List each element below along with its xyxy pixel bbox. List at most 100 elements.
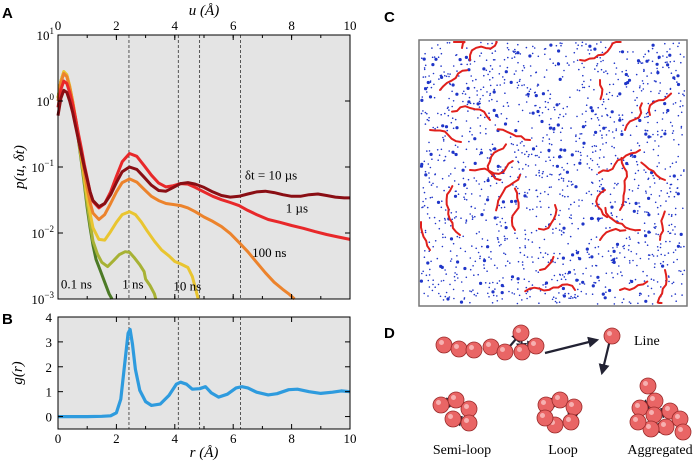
particle-dot bbox=[429, 81, 432, 83]
particle-dot bbox=[479, 98, 482, 100]
particle-dot bbox=[558, 77, 562, 81]
particle-dot bbox=[553, 126, 556, 129]
particle-dot bbox=[420, 162, 424, 166]
particle-dot bbox=[451, 83, 455, 87]
particle-dot bbox=[609, 201, 612, 204]
particle-dot bbox=[641, 62, 644, 64]
particle-dot bbox=[560, 44, 562, 47]
particle-dot bbox=[628, 189, 631, 191]
particle-dot bbox=[583, 283, 586, 285]
particle-dot bbox=[573, 269, 575, 271]
particle-chain bbox=[647, 92, 673, 116]
particle-dot bbox=[664, 129, 667, 132]
particle-dot bbox=[616, 184, 618, 186]
particle-dot bbox=[423, 160, 426, 163]
particle-dot bbox=[482, 259, 487, 263]
particle-dot bbox=[424, 229, 427, 232]
particle-dot bbox=[651, 60, 654, 63]
particle-dot bbox=[483, 180, 486, 183]
particle-dot bbox=[556, 279, 559, 282]
panel-letter-b: B bbox=[2, 311, 13, 328]
panel-b-y-label: g(r) bbox=[10, 361, 26, 384]
particle-dot bbox=[466, 187, 468, 190]
particle-dot bbox=[517, 149, 520, 151]
particle-dot bbox=[532, 45, 534, 48]
particle-dot bbox=[533, 47, 536, 49]
particle-dot bbox=[645, 112, 648, 115]
particle-dot bbox=[585, 43, 587, 45]
particle-dot bbox=[574, 273, 576, 275]
particle-dot bbox=[539, 200, 541, 203]
bead bbox=[629, 413, 647, 431]
particle-dot bbox=[606, 114, 609, 117]
particle-dot bbox=[457, 277, 459, 279]
particle-dot bbox=[501, 217, 504, 220]
particle-dot bbox=[602, 98, 605, 101]
particle-dot bbox=[657, 154, 659, 157]
particle-dot bbox=[616, 257, 618, 259]
bead bbox=[460, 414, 478, 432]
particle-dot bbox=[512, 143, 514, 146]
particle-dot bbox=[672, 42, 675, 45]
particle-dot bbox=[540, 151, 542, 153]
bead bbox=[450, 340, 468, 358]
particle-dot bbox=[440, 75, 444, 79]
particle-dot bbox=[524, 233, 527, 236]
particle-dot bbox=[470, 205, 473, 208]
particle-dot bbox=[462, 100, 464, 103]
particle-dot bbox=[677, 155, 679, 158]
particle-dot bbox=[671, 132, 674, 134]
loop-configuration bbox=[536, 391, 583, 434]
particle-dot bbox=[581, 113, 584, 115]
particle-dot bbox=[423, 292, 426, 295]
particle-dot bbox=[422, 187, 425, 189]
particle-dot bbox=[441, 245, 444, 248]
particle-dot bbox=[426, 112, 428, 115]
particle-dot bbox=[632, 90, 635, 93]
particle-dot bbox=[483, 74, 485, 77]
particle-dot bbox=[656, 121, 659, 124]
particle-dot bbox=[459, 247, 462, 250]
particle-dot bbox=[615, 242, 620, 246]
particle-dot bbox=[511, 166, 513, 169]
particle-dot bbox=[657, 134, 659, 136]
particle-dot bbox=[637, 62, 640, 64]
particle-dot bbox=[644, 116, 646, 119]
particle-dot bbox=[610, 110, 614, 114]
particle-dot bbox=[680, 125, 683, 128]
x-tick-label-top: 0 bbox=[55, 18, 62, 33]
particle-dot bbox=[452, 127, 455, 130]
particle-dot bbox=[538, 156, 540, 158]
particle-dot bbox=[470, 193, 473, 195]
particle-dot bbox=[525, 46, 528, 49]
particle-dot bbox=[652, 174, 654, 177]
y-tick-label: 10−3 bbox=[31, 290, 54, 307]
particle-dot bbox=[639, 85, 641, 87]
particle-dot bbox=[579, 133, 581, 135]
particle-dot bbox=[608, 288, 612, 293]
particle-dot bbox=[480, 52, 483, 54]
particle-dot bbox=[517, 84, 520, 87]
particle-dot bbox=[579, 159, 582, 161]
particle-dot bbox=[471, 134, 473, 136]
particle-dot bbox=[614, 154, 617, 157]
particle-dot bbox=[683, 170, 685, 172]
particle-dot bbox=[561, 286, 566, 291]
particle-dot bbox=[656, 255, 659, 257]
particle-dot bbox=[682, 207, 684, 210]
particle-dot bbox=[602, 143, 604, 145]
particle-dot bbox=[621, 274, 623, 277]
particle-dot bbox=[500, 291, 504, 295]
particle-dot bbox=[482, 67, 486, 71]
particle-dot bbox=[601, 292, 605, 296]
particle-dot bbox=[622, 159, 625, 161]
particle-dot bbox=[474, 215, 476, 218]
particle-dot bbox=[420, 98, 424, 102]
particle-dot bbox=[527, 95, 530, 98]
series-label: 1 ns bbox=[122, 276, 143, 291]
particle-dot bbox=[431, 47, 433, 49]
particle-dot bbox=[663, 102, 667, 106]
bead-highlight bbox=[569, 402, 574, 407]
particle-dot bbox=[616, 246, 618, 248]
particle-dot bbox=[557, 257, 559, 260]
